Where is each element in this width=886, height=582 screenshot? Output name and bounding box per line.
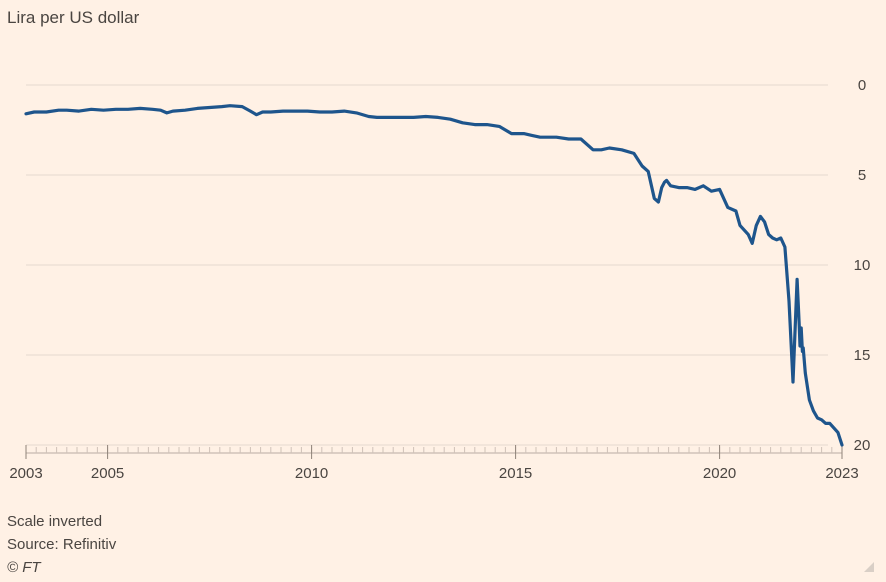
x-tick-label-2023: 2023 — [825, 465, 858, 482]
y-tick-label-5: 5 — [858, 167, 866, 184]
chart-subtitle: Lira per US dollar — [7, 8, 140, 27]
x-tick-label-2003: 2003 — [9, 465, 42, 482]
note-source: Source: Refinitiv — [7, 536, 117, 553]
y-axis: 0 5 10 15 20 — [854, 77, 871, 454]
y-tick-label-10: 10 — [854, 257, 871, 274]
x-tick-labels: 2003 2005 2010 2015 2020 2023 — [9, 465, 858, 482]
y-tick-label-20: 20 — [854, 437, 871, 454]
y-tick-label-15: 15 — [854, 347, 871, 364]
x-tick-label-2005: 2005 — [91, 465, 124, 482]
x-axis — [25, 445, 843, 459]
note-copyright: © FT — [7, 559, 41, 576]
grid-lines — [26, 84, 828, 446]
x-tick-label-2015: 2015 — [499, 465, 532, 482]
x-tick-label-2020: 2020 — [703, 465, 736, 482]
series-layer — [24, 104, 844, 447]
series-line-0 — [24, 104, 844, 447]
resize-handle-icon — [864, 562, 874, 572]
note-scale-inverted: Scale inverted — [7, 513, 103, 530]
y-tick-label-0: 0 — [858, 77, 866, 94]
x-tick-label-2010: 2010 — [295, 465, 328, 482]
